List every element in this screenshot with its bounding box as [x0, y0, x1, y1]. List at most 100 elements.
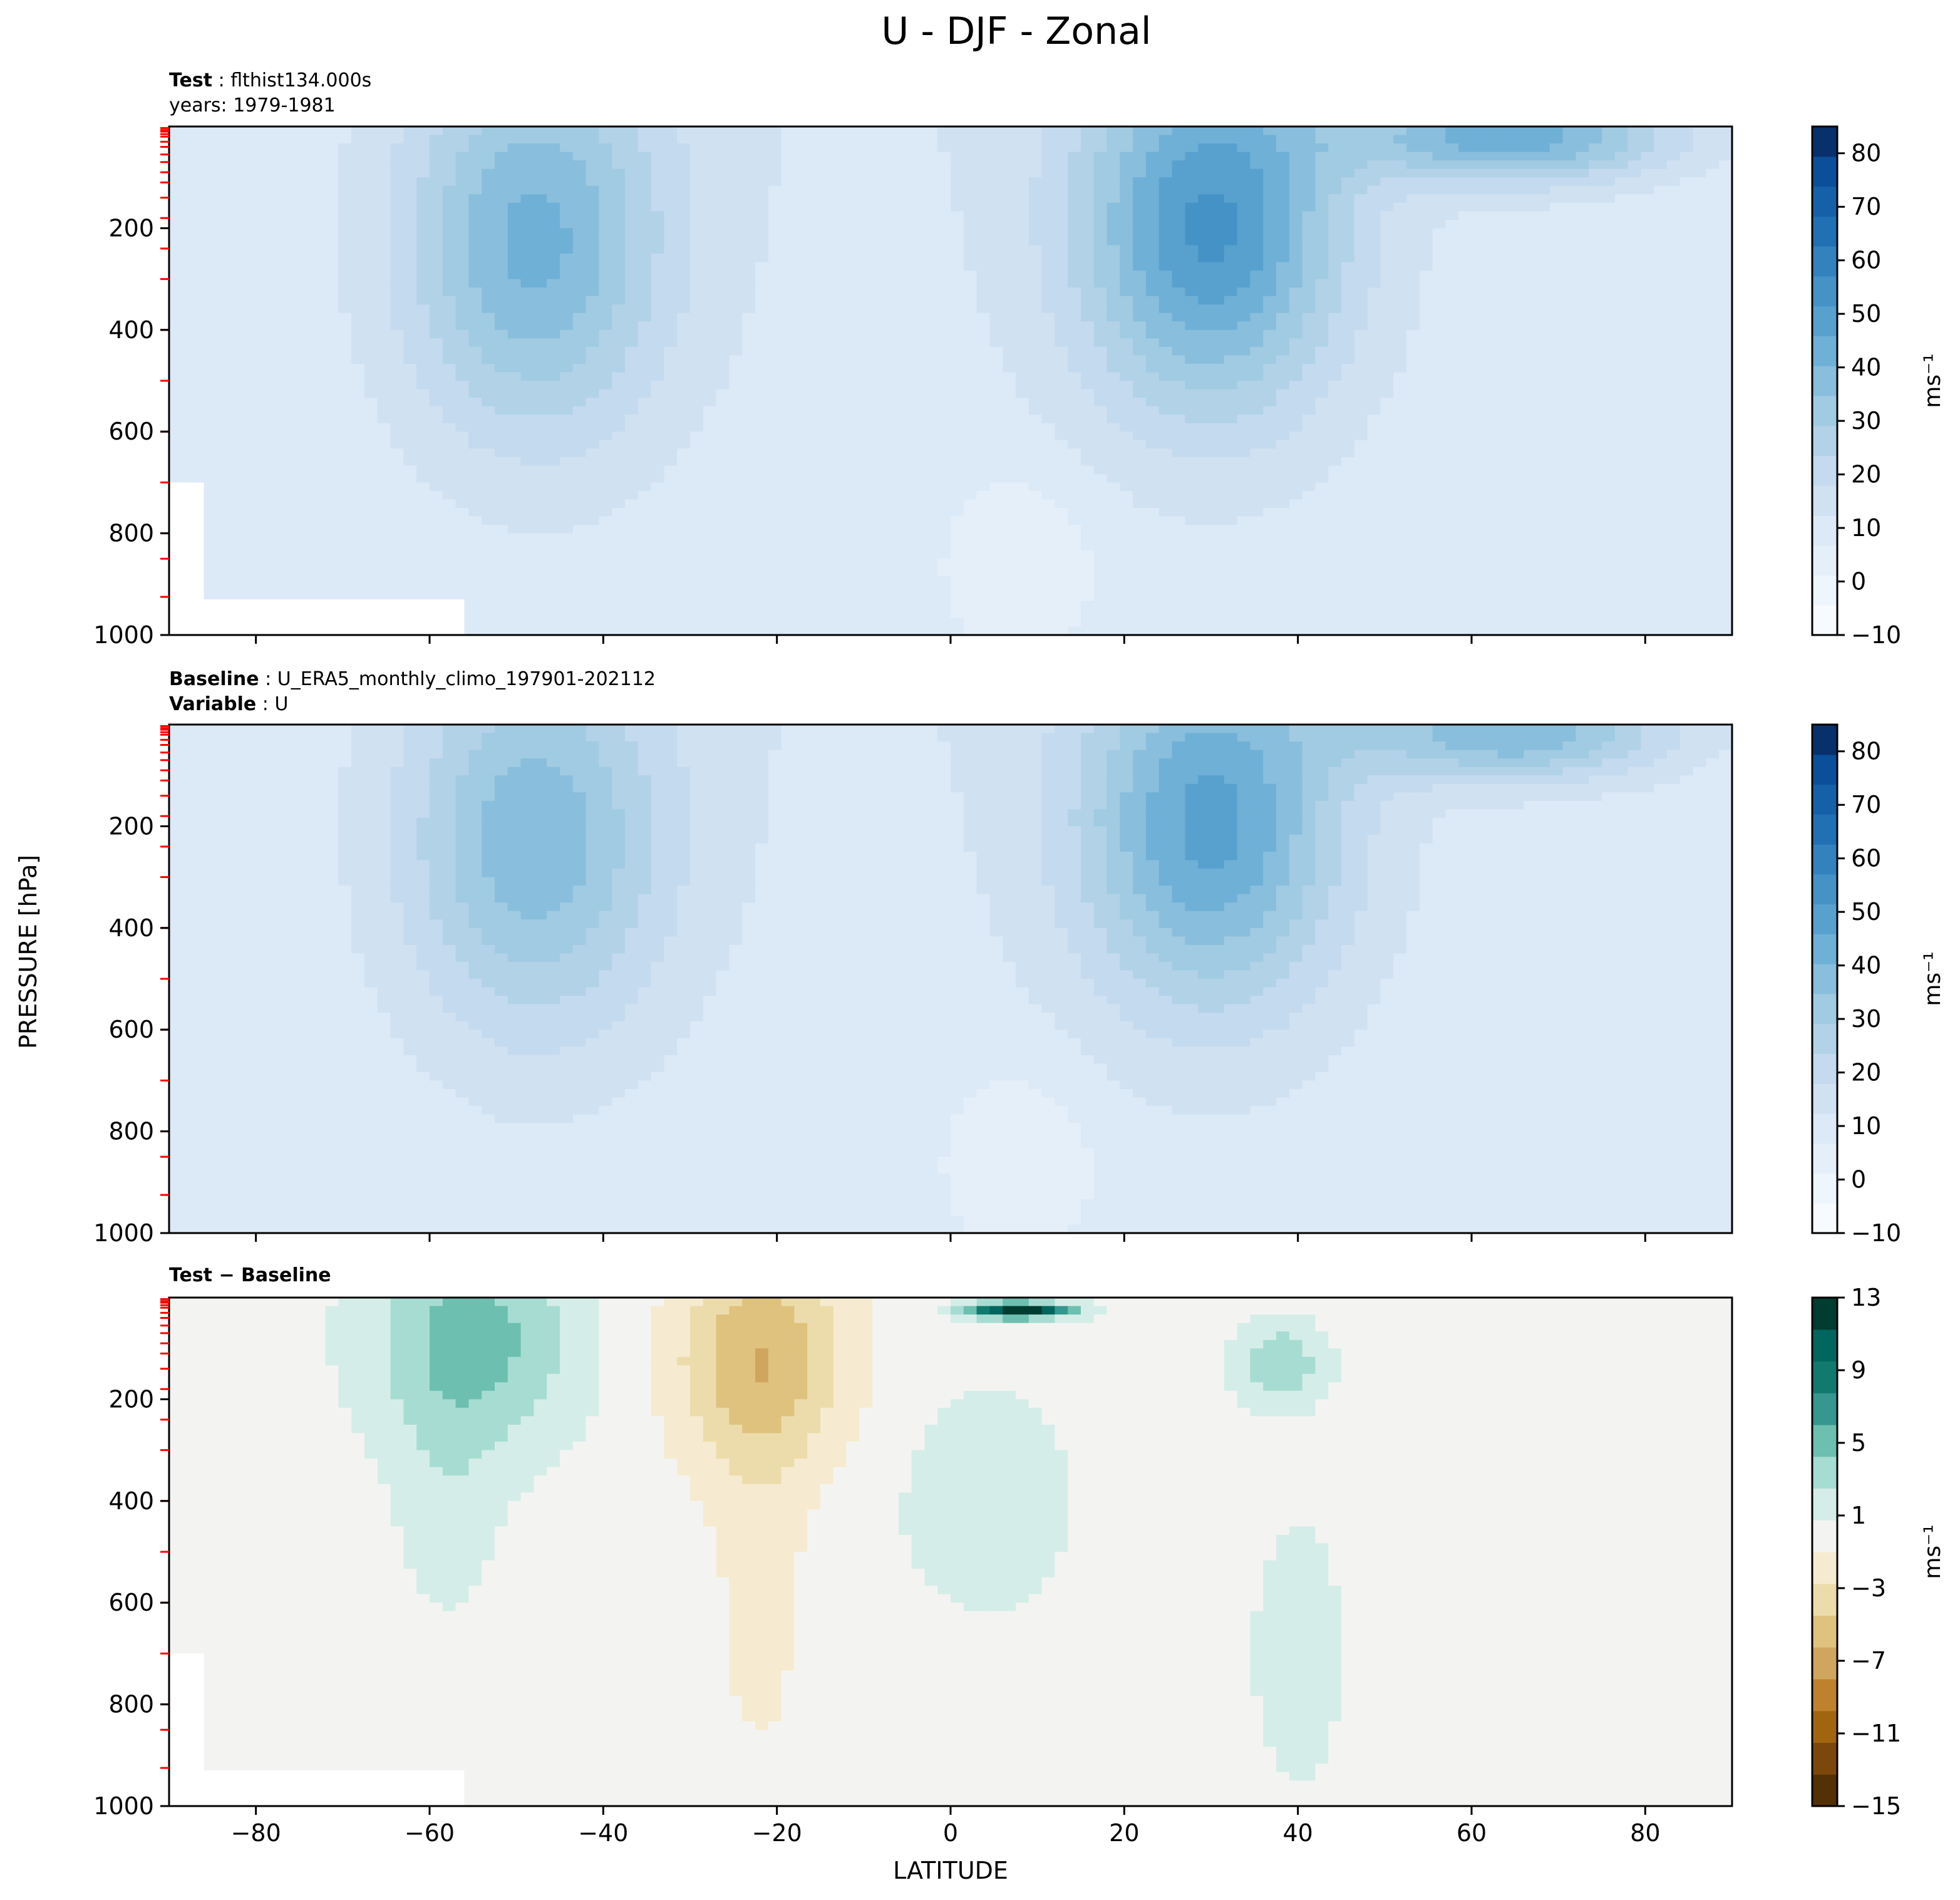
contour-cell — [377, 287, 391, 297]
contour-cell — [1524, 236, 1537, 246]
contour-cell — [221, 423, 235, 432]
contour-cell — [703, 473, 717, 483]
contour-cell — [1472, 398, 1485, 407]
contour-cell — [572, 338, 587, 348]
contour-cell — [781, 346, 795, 356]
contour-cell — [1679, 448, 1694, 458]
contour-cell — [572, 465, 587, 475]
contour-cell — [221, 398, 235, 407]
contour-cell — [1172, 304, 1185, 314]
contour-cell — [507, 135, 522, 144]
contour-cell — [1172, 312, 1185, 322]
contour-cell — [1706, 406, 1720, 415]
contour-cell — [1328, 346, 1342, 356]
contour-cell — [1458, 160, 1472, 170]
contour-cell — [833, 143, 847, 153]
contour-cell — [1263, 321, 1277, 331]
contour-cell — [560, 423, 574, 432]
contour-cell — [442, 338, 456, 348]
contour-cell — [534, 135, 547, 144]
contour-cell — [976, 262, 990, 271]
contour-cell — [1106, 296, 1120, 305]
contour-cell — [1393, 228, 1407, 237]
contour-cell — [430, 338, 443, 348]
contour-cell — [273, 431, 287, 441]
contour-cell — [1093, 312, 1108, 322]
contour-cell — [234, 346, 248, 356]
contour-cell — [1289, 160, 1303, 170]
contour-cell — [1537, 406, 1550, 415]
contour-cell — [1497, 236, 1511, 246]
contour-cell — [1237, 329, 1251, 339]
contour-cell — [1484, 245, 1498, 254]
contour-cell — [859, 355, 873, 364]
contour-cell — [482, 279, 495, 288]
contour-cell — [534, 321, 547, 331]
contour-cell — [872, 219, 886, 229]
contour-cell — [1706, 329, 1720, 339]
contour-cell — [1510, 346, 1524, 356]
contour-cell — [677, 346, 691, 356]
contour-cell — [325, 211, 339, 220]
contour-cell — [625, 287, 639, 297]
contour-cell — [1419, 338, 1433, 348]
contour-cell — [1093, 448, 1108, 458]
contour-cell — [703, 185, 717, 195]
contour-cell — [299, 168, 313, 178]
test-contour-plot — [169, 126, 1732, 635]
contour-cell — [976, 160, 990, 170]
contour-cell — [951, 126, 964, 136]
contour-cell — [1719, 398, 1732, 407]
contour-cell — [195, 355, 209, 364]
contour-cell — [781, 355, 795, 364]
contour-cell — [1458, 168, 1472, 178]
contour-cell — [1406, 168, 1420, 178]
contour-cell — [664, 431, 678, 441]
contour-cell — [1093, 135, 1108, 144]
contour-cell — [1562, 338, 1576, 348]
contour-cell — [1315, 135, 1329, 144]
contour-cell — [1667, 202, 1681, 212]
contour-cell — [547, 202, 560, 212]
contour-cell — [1172, 389, 1185, 398]
contour-cell — [677, 321, 691, 331]
contour-cell — [390, 296, 404, 305]
contour-cell — [416, 465, 430, 475]
contour-cell — [495, 415, 508, 424]
contour-cell — [768, 440, 782, 449]
contour-cell — [664, 406, 678, 415]
contour-cell — [1537, 355, 1550, 364]
contour-cell — [1016, 329, 1029, 339]
contour-cell — [937, 296, 951, 305]
contour-cell — [377, 440, 391, 449]
contour-cell — [1302, 177, 1316, 187]
contour-cell — [1484, 168, 1498, 178]
test-years-label: years: 1979-1981 — [169, 95, 336, 116]
contour-cell — [963, 440, 977, 449]
contour-cell — [1367, 448, 1381, 458]
contour-cell — [637, 338, 652, 348]
contour-cell — [716, 465, 730, 475]
contour-cell — [859, 279, 873, 288]
contour-cell — [182, 355, 196, 364]
contour-cell — [1641, 271, 1654, 280]
contour-cell — [351, 279, 365, 288]
contour-cell — [1133, 279, 1147, 288]
contour-cell — [1198, 143, 1212, 153]
contour-cell — [1172, 194, 1185, 204]
contour-cell — [820, 415, 834, 424]
contour-cell — [299, 177, 313, 187]
contour-cell — [1016, 143, 1029, 153]
contour-cell — [403, 177, 417, 187]
contour-cell — [664, 423, 678, 432]
contour-cell — [1472, 406, 1485, 415]
contour-cell — [1041, 457, 1055, 466]
contour-cell — [1158, 228, 1173, 237]
contour-cell — [1458, 126, 1472, 136]
contour-cell — [1510, 312, 1524, 322]
contour-cell — [976, 219, 990, 229]
contour-cell — [299, 202, 313, 212]
contour-cell — [651, 448, 664, 458]
contour-cell — [1211, 287, 1225, 297]
contour-cell — [1589, 185, 1602, 195]
